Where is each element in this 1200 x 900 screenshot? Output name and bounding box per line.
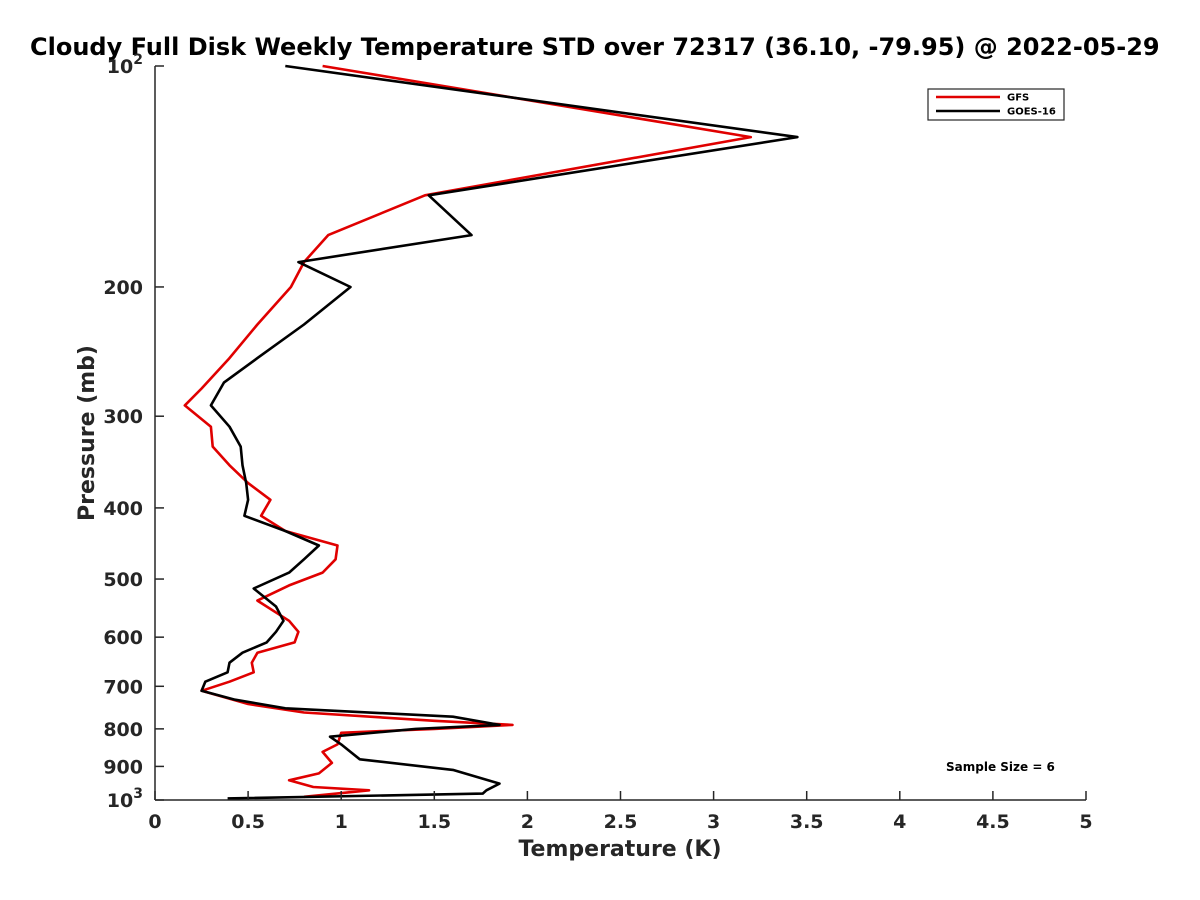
legend: GFS GOES-16 (927, 88, 1065, 121)
y-tick-label: 200 (103, 277, 143, 299)
y-tick-label: 103 (107, 786, 143, 812)
series-line-gfs (183, 64, 753, 799)
plot-series (183, 64, 799, 800)
y-tick-label: 300 (103, 406, 143, 428)
x-ticks: 0 0.5 1 1.5 2 2.5 3 3.5 4 4.5 5 (148, 791, 1093, 833)
x-tick-label: 2 (521, 811, 534, 833)
x-tick-label: 0.5 (231, 811, 265, 833)
x-tick-label: 5 (1079, 811, 1092, 833)
x-tick-label: 4.5 (976, 811, 1010, 833)
y-tick-label: 600 (103, 627, 143, 649)
y-tick-label: 700 (103, 676, 143, 698)
x-tick-label: 0 (148, 811, 161, 833)
x-tick-label: 3 (707, 811, 720, 833)
x-tick-label: 2.5 (604, 811, 638, 833)
legend-label-goes16: GOES-16 (1007, 107, 1056, 118)
legend-box (927, 88, 1065, 121)
sample-size-annotation: Sample Size = 6 (946, 760, 1055, 774)
y-axis-label: Pressure (mb) (75, 345, 100, 521)
x-axis-label: Temperature (K) (518, 837, 721, 862)
x-tick-label: 1.5 (417, 811, 451, 833)
y-tick-label: 102 (107, 52, 143, 78)
x-tick-label: 1 (335, 811, 348, 833)
y-tick-label: 400 (103, 498, 143, 520)
y-tick-label: 500 (103, 569, 143, 591)
chart-title: Cloudy Full Disk Weekly Temperature STD … (30, 33, 1160, 61)
x-tick-label: 4 (893, 811, 906, 833)
y-tick-label: 900 (103, 756, 143, 778)
y-tick-label: 800 (103, 719, 143, 741)
series-line-goes16 (200, 64, 799, 800)
y-ticks: 102 200 300 400 500 600 700 800 900 103 (103, 52, 164, 812)
x-tick-label: 3.5 (790, 811, 824, 833)
axes (154, 66, 1086, 801)
legend-label-gfs: GFS (1007, 93, 1029, 104)
